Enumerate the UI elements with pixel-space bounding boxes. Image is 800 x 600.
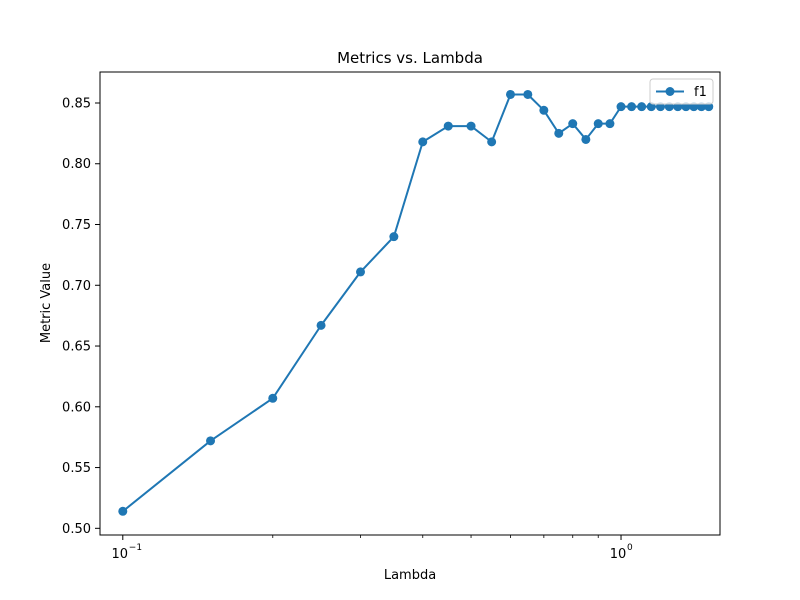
y-tick-label: 0.70 bbox=[62, 279, 91, 294]
y-tick-label: 0.75 bbox=[62, 218, 91, 233]
legend-label-f1: f1 bbox=[694, 85, 707, 100]
plot-area bbox=[118, 89, 714, 516]
data-point bbox=[268, 393, 278, 403]
chart-title: Metrics vs. Lambda bbox=[337, 49, 483, 67]
data-point bbox=[554, 128, 564, 138]
data-point bbox=[466, 121, 476, 131]
y-tick-label: 0.85 bbox=[62, 96, 91, 111]
data-point bbox=[616, 102, 626, 112]
y-tick-label: 0.65 bbox=[62, 340, 91, 355]
x-tick-label-base: 10 bbox=[610, 547, 627, 562]
legend-marker-f1 bbox=[665, 87, 675, 96]
data-point bbox=[418, 137, 428, 147]
y-tick-label: 0.80 bbox=[62, 157, 91, 172]
data-point bbox=[356, 267, 366, 277]
data-point bbox=[637, 102, 647, 112]
data-point bbox=[206, 436, 216, 446]
data-point bbox=[581, 134, 591, 144]
data-point bbox=[627, 102, 637, 112]
data-point bbox=[605, 119, 615, 129]
y-axis-label: Metric Value bbox=[39, 263, 54, 343]
x-tick-label-exponent: −1 bbox=[129, 543, 142, 553]
x-tick-label: 10 0 bbox=[610, 543, 633, 562]
data-point bbox=[443, 121, 453, 131]
data-point bbox=[487, 137, 497, 147]
data-point bbox=[568, 119, 578, 129]
x-tick-label: 10 −1 bbox=[112, 543, 143, 562]
axes-frame bbox=[99, 71, 721, 536]
data-point bbox=[593, 119, 603, 129]
y-tick-label: 0.60 bbox=[62, 400, 91, 415]
legend: f1 bbox=[649, 78, 714, 105]
x-axis-label: Lambda bbox=[384, 568, 436, 583]
data-point bbox=[523, 89, 533, 99]
data-point bbox=[118, 506, 128, 516]
y-tick-label: 0.50 bbox=[62, 522, 91, 537]
data-point bbox=[539, 105, 549, 115]
y-tick-label: 0.55 bbox=[62, 461, 91, 476]
data-point bbox=[316, 320, 326, 330]
data-point bbox=[389, 232, 399, 242]
x-tick-label-exponent: 0 bbox=[627, 543, 633, 553]
x-tick-label-base: 10 bbox=[112, 547, 129, 562]
data-point bbox=[505, 89, 515, 99]
